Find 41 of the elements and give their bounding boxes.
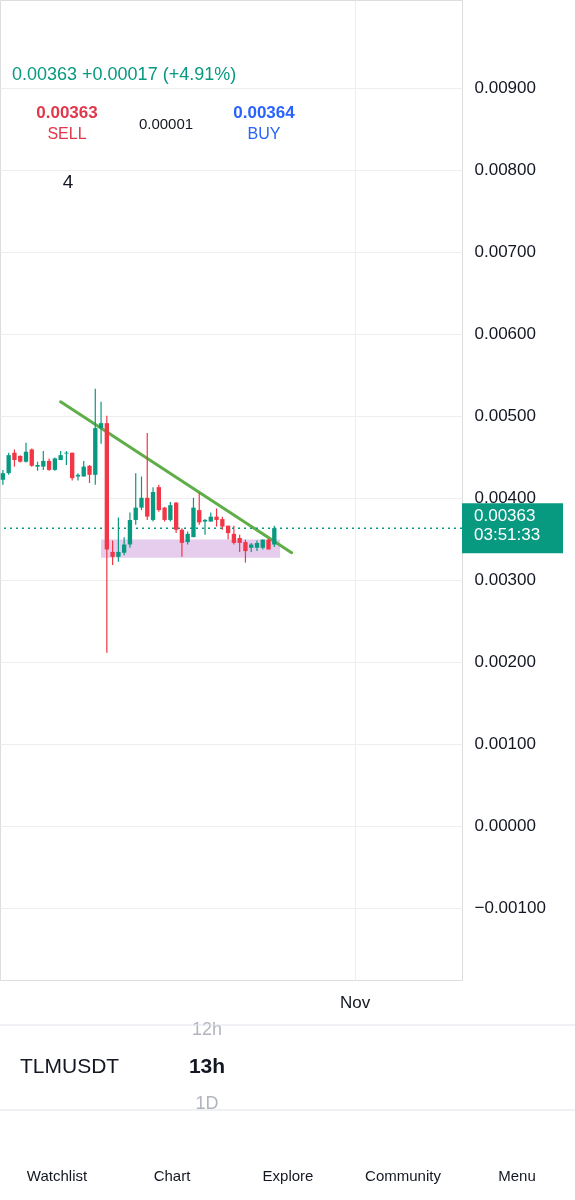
y-tick-label: 0.00600 <box>474 324 536 344</box>
candlestick <box>179 527 185 558</box>
text: Community <box>365 1167 442 1184</box>
candlestick <box>133 472 138 526</box>
y-tick-label: 0.00400 <box>474 488 536 508</box>
candlestick <box>110 539 115 566</box>
y-tick-label: 0.00000 <box>474 816 536 836</box>
annotation: 0.00364 <box>233 103 296 122</box>
annotation: 0.00363 <box>36 103 98 122</box>
y-tick-label: 0.00700 <box>474 242 536 262</box>
text: Watchlist <box>26 1167 88 1184</box>
y-tick-label: 0.00100 <box>474 734 536 754</box>
text: Chart <box>153 1167 192 1184</box>
y-tick-label: 0.00300 <box>474 570 536 590</box>
candlestick <box>139 475 144 511</box>
annotation: BUY <box>247 125 281 142</box>
candlestick <box>254 539 260 552</box>
y-tick-label: −0.00100 <box>474 898 546 918</box>
annotation: 4 <box>62 171 74 192</box>
annotation: 0.00001 <box>138 115 194 132</box>
y-tick-label: 0.00500 <box>474 406 536 426</box>
text: Menu <box>498 1167 536 1184</box>
annotation: 0.00363 +0.00017 (+4.91%) <box>12 64 237 84</box>
candlestick <box>168 501 173 523</box>
text: TLMUSDT <box>20 1054 120 1077</box>
candlestick <box>23 442 29 464</box>
candlestick <box>197 492 202 526</box>
text: Explore <box>262 1167 314 1184</box>
candlestick <box>98 401 104 445</box>
y-tick-label: 0.00900 <box>474 78 536 98</box>
ref-line-label: 0.00363 03:51:33 <box>474 506 541 545</box>
candlestick <box>87 464 92 484</box>
y-tick-label: 0.00200 <box>474 652 536 672</box>
annotation: SELL <box>47 125 87 142</box>
candlestick <box>6 452 11 476</box>
text: 1D <box>195 1093 219 1113</box>
text: 12h <box>191 1019 223 1039</box>
x-tick-label: Nov <box>340 992 371 1012</box>
candlestick <box>145 432 150 521</box>
y-tick-label: 0.00800 <box>474 160 536 180</box>
text: 13h <box>188 1054 226 1077</box>
